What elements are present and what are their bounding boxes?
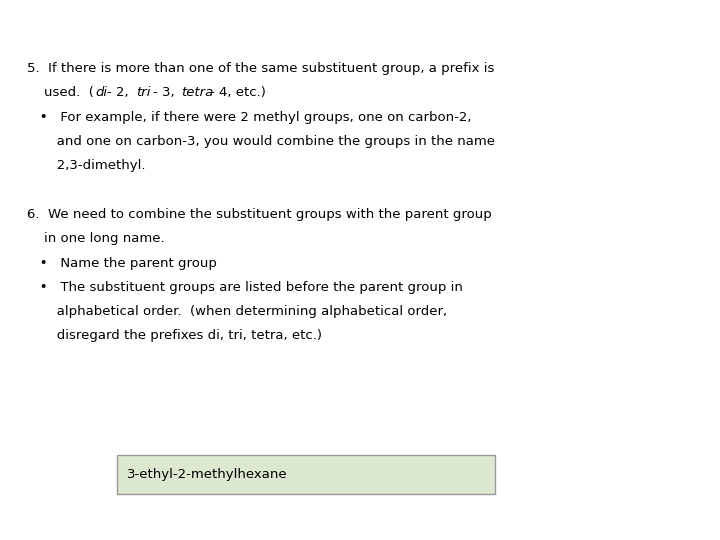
Text: •   Name the parent group: • Name the parent group <box>27 256 217 269</box>
Text: 3-ethyl-2-methylhexane: 3-ethyl-2-methylhexane <box>127 468 288 481</box>
Text: - 2,: - 2, <box>107 86 133 99</box>
Text: - 3,: - 3, <box>153 86 179 99</box>
Text: tri: tri <box>135 86 150 99</box>
Text: 5.  If there is more than one of the same substituent group, a prefix is: 5. If there is more than one of the same… <box>27 62 495 75</box>
Text: 6.  We need to combine the substituent groups with the parent group: 6. We need to combine the substituent gr… <box>27 208 492 221</box>
Text: di: di <box>96 86 108 99</box>
FancyBboxPatch shape <box>117 455 495 494</box>
Text: •   For example, if there were 2 methyl groups, one on carbon-2,: • For example, if there were 2 methyl gr… <box>27 111 472 124</box>
Text: •   The substituent groups are listed before the parent group in: • The substituent groups are listed befo… <box>27 281 463 294</box>
Text: disregard the prefixes di, tri, tetra, etc.): disregard the prefixes di, tri, tetra, e… <box>27 329 323 342</box>
Text: in one long name.: in one long name. <box>27 232 165 245</box>
Text: - 4, etc.): - 4, etc.) <box>210 86 266 99</box>
Text: alphabetical order.  (when determining alphabetical order,: alphabetical order. (when determining al… <box>27 305 448 318</box>
Text: 2,3-dimethyl.: 2,3-dimethyl. <box>27 159 146 172</box>
Text: used.  (: used. ( <box>27 86 94 99</box>
Text: tetra: tetra <box>181 86 214 99</box>
Text: and one on carbon-3, you would combine the groups in the name: and one on carbon-3, you would combine t… <box>27 135 495 148</box>
